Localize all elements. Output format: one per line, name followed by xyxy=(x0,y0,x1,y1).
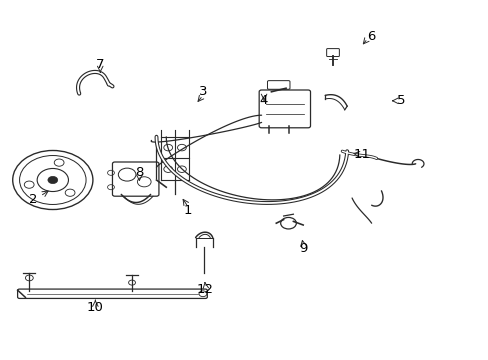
Text: 1: 1 xyxy=(183,204,192,217)
Text: 11: 11 xyxy=(353,148,369,161)
Text: 12: 12 xyxy=(197,283,213,296)
Text: 9: 9 xyxy=(298,242,307,255)
Text: 5: 5 xyxy=(396,94,405,107)
Text: 6: 6 xyxy=(366,30,375,42)
Text: 8: 8 xyxy=(135,166,143,179)
Text: 10: 10 xyxy=(87,301,103,314)
Text: 4: 4 xyxy=(259,94,268,107)
Circle shape xyxy=(48,176,58,184)
Text: 2: 2 xyxy=(29,193,38,206)
Text: 7: 7 xyxy=(96,58,104,71)
Text: 3: 3 xyxy=(198,85,207,98)
